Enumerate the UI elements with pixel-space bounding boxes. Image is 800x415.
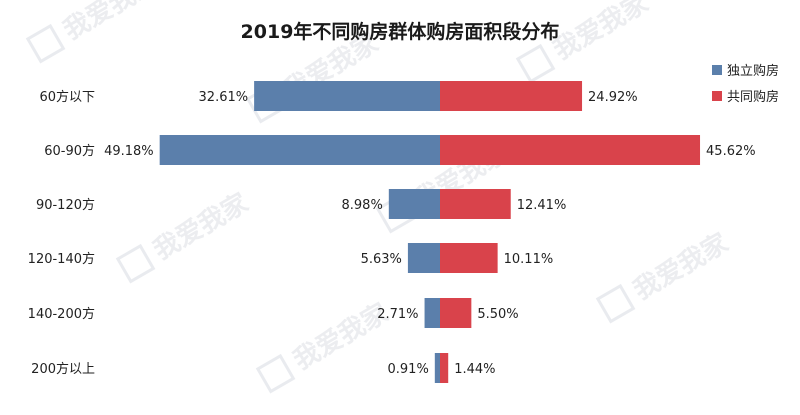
category-label: 90-120方 xyxy=(36,197,95,213)
house-icon xyxy=(515,43,556,84)
bar-独立购房 xyxy=(254,81,440,111)
data-label-left: 2.71% xyxy=(377,307,418,322)
data-label-right: 1.44% xyxy=(454,362,495,377)
bar-独立购房 xyxy=(407,243,440,273)
category-label: 200方以上 xyxy=(31,361,95,377)
bar-共同购房 xyxy=(440,135,701,165)
house-icon xyxy=(25,23,66,64)
bars-layer: 60方以下 32.61% 24.92% 60-90方 49.18% 45.62% 90-12… xyxy=(28,81,756,383)
data-label-left: 32.61% xyxy=(199,90,249,105)
data-label-left: 5.63% xyxy=(361,252,402,267)
bar-共同购房 xyxy=(440,189,511,219)
bar-独立购房 xyxy=(434,353,440,383)
category-label: 60-90方 xyxy=(44,143,95,159)
data-label-right: 5.50% xyxy=(477,307,518,322)
house-icon xyxy=(255,353,296,394)
legend-label: 共同购房 xyxy=(727,89,779,105)
chart-title: 2019年不同购房群体购房面积段分布 xyxy=(241,20,560,43)
category-label: 140-200方 xyxy=(28,306,95,322)
house-icon xyxy=(595,283,636,324)
watermark-logo: 我爱我家 xyxy=(255,297,394,394)
bar-独立购房 xyxy=(424,298,440,328)
data-label-left: 0.91% xyxy=(388,362,429,377)
bar-共同购房 xyxy=(440,353,449,383)
data-label-right: 10.11% xyxy=(504,252,554,267)
legend-swatch xyxy=(712,91,722,101)
category-label: 120-140方 xyxy=(28,251,95,267)
category-label: 60方以下 xyxy=(39,89,95,105)
watermark-logo: 我爱我家 xyxy=(25,0,164,64)
legend-swatch xyxy=(712,65,722,75)
bar-共同购房 xyxy=(440,298,472,328)
bar-共同购房 xyxy=(440,81,583,111)
bar-共同购房 xyxy=(440,243,498,273)
watermark-logo: 我爱我家 xyxy=(115,187,254,284)
house-icon xyxy=(115,243,156,284)
bar-独立购房 xyxy=(388,189,440,219)
watermark-text: 我爱我家 xyxy=(58,0,164,46)
watermark-text: 我爱我家 xyxy=(148,187,254,266)
data-label-left: 49.18% xyxy=(104,144,154,159)
bar-独立购房 xyxy=(159,135,440,165)
data-label-right: 12.41% xyxy=(517,198,567,213)
watermark-logo: 我爱我家 xyxy=(595,227,734,324)
data-label-right: 45.62% xyxy=(706,144,756,159)
legend-label: 独立购房 xyxy=(727,63,779,79)
watermark-text: 我爱我家 xyxy=(548,0,654,66)
watermark-text: 我爱我家 xyxy=(628,227,734,306)
data-label-right: 24.92% xyxy=(588,90,638,105)
data-label-left: 8.98% xyxy=(342,198,383,213)
